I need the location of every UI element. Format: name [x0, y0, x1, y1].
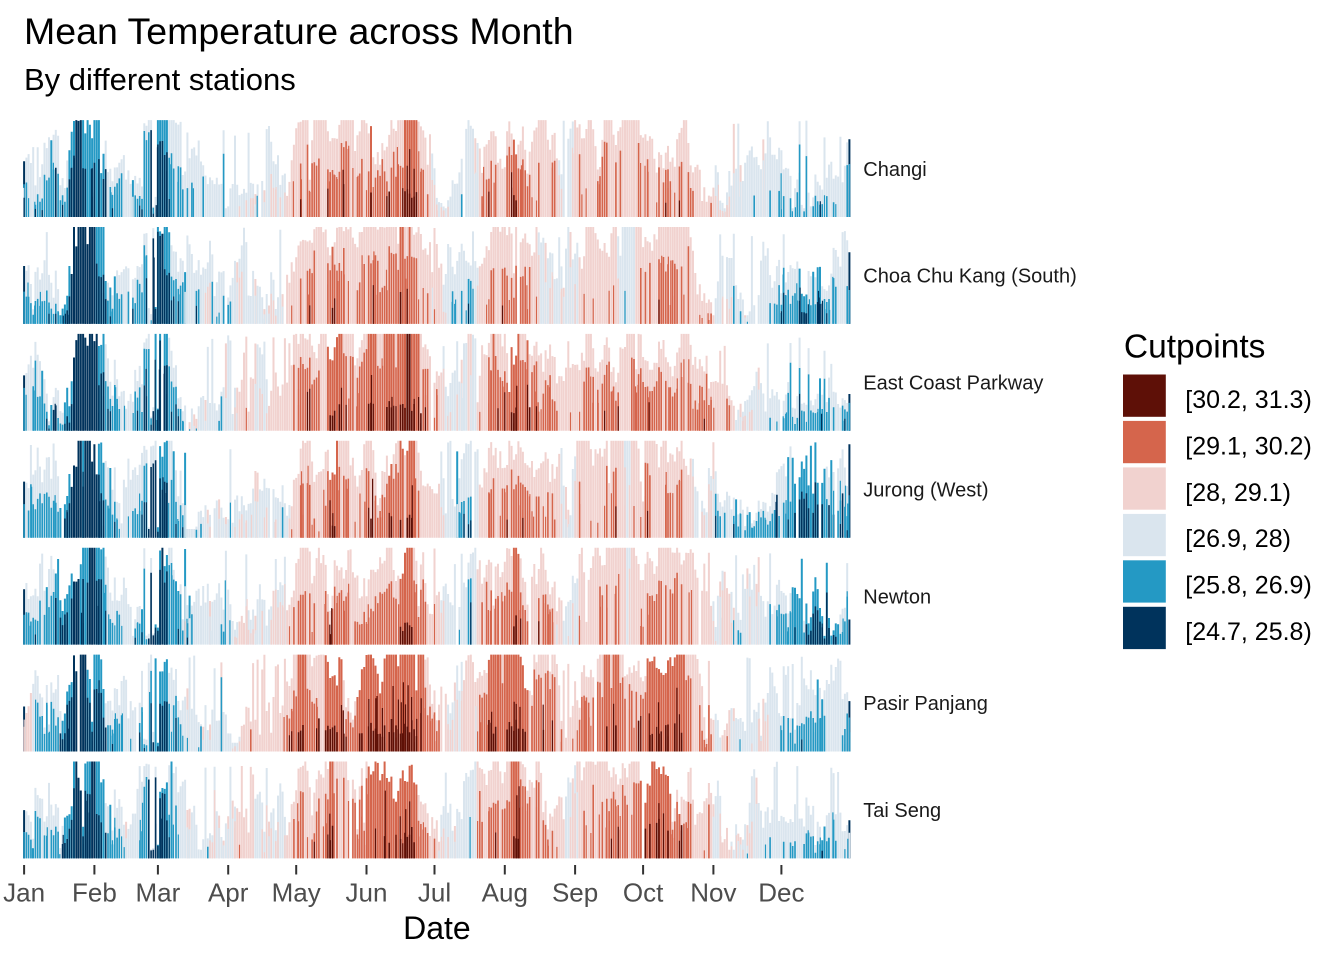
svg-text:East Coast Parkway: East Coast Parkway	[863, 373, 1043, 395]
svg-text:Choa Chu Kang (South): Choa Chu Kang (South)	[863, 266, 1076, 288]
svg-text:Aug: Aug	[482, 878, 528, 908]
svg-text:Pasir Panjang: Pasir Panjang	[863, 693, 988, 715]
svg-text:Jan: Jan	[3, 878, 45, 908]
svg-text:[29.1, 30.2): [29.1, 30.2)	[1185, 432, 1311, 460]
svg-text:Dec: Dec	[758, 878, 804, 908]
svg-text:May: May	[272, 878, 321, 908]
svg-text:[30.2, 31.3): [30.2, 31.3)	[1185, 386, 1311, 414]
svg-text:[25.8, 26.9): [25.8, 26.9)	[1185, 572, 1311, 600]
svg-text:Sep: Sep	[552, 878, 598, 908]
svg-text:Date: Date	[403, 910, 471, 946]
svg-text:Changi: Changi	[863, 159, 926, 181]
svg-text:Jul: Jul	[418, 878, 451, 908]
svg-text:Oct: Oct	[623, 878, 664, 908]
svg-text:Mar: Mar	[136, 878, 181, 908]
svg-text:Mean Temperature across Month: Mean Temperature across Month	[24, 10, 574, 52]
svg-text:[28, 29.1): [28, 29.1)	[1185, 479, 1291, 507]
svg-text:[24.7, 25.8): [24.7, 25.8)	[1185, 618, 1311, 646]
svg-text:Newton: Newton	[863, 586, 931, 608]
svg-text:Jun: Jun	[346, 878, 388, 908]
svg-text:By different stations: By different stations	[24, 62, 296, 97]
svg-text:Nov: Nov	[690, 878, 736, 908]
svg-text:Feb: Feb	[72, 878, 117, 908]
svg-text:Cutpoints: Cutpoints	[1124, 329, 1266, 366]
svg-text:Tai Seng: Tai Seng	[863, 800, 941, 822]
svg-text:Apr: Apr	[208, 878, 249, 908]
svg-text:[26.9, 28): [26.9, 28)	[1185, 525, 1291, 553]
svg-text:Jurong (West): Jurong (West)	[863, 480, 988, 502]
